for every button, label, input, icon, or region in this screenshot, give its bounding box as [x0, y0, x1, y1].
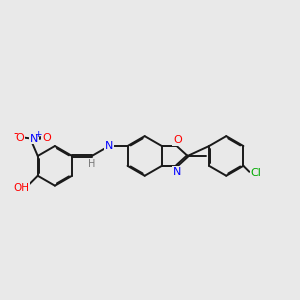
Text: Cl: Cl [251, 168, 262, 178]
Text: -: - [13, 127, 17, 140]
Text: N: N [30, 134, 38, 143]
Text: O: O [16, 133, 24, 142]
Text: N: N [172, 167, 181, 177]
Text: H: H [88, 159, 96, 169]
Text: OH: OH [13, 183, 29, 193]
Text: O: O [173, 135, 182, 145]
Text: N: N [105, 141, 114, 151]
Text: +: + [34, 130, 42, 139]
Text: O: O [42, 133, 51, 142]
